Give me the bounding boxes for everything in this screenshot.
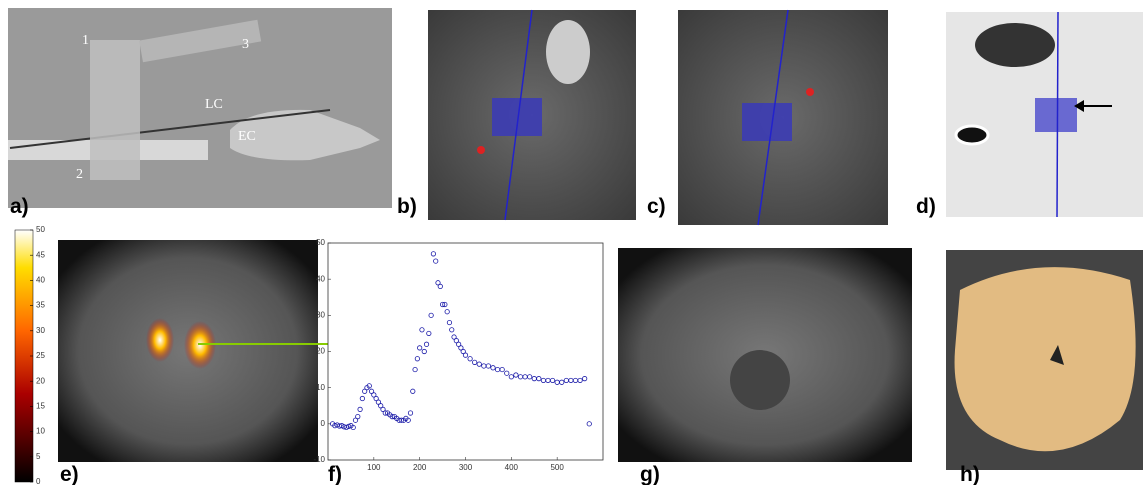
panel-label: e) bbox=[60, 463, 79, 485]
colorbar-tick-label: 0 bbox=[36, 477, 41, 485]
y-tick-label: 20 bbox=[316, 347, 325, 356]
colorbar-tick-label: 35 bbox=[36, 301, 45, 310]
image-g bbox=[618, 248, 912, 462]
callout: 2 bbox=[76, 167, 83, 182]
colorbar-tick-label: 50 bbox=[36, 225, 45, 234]
photo-a bbox=[8, 8, 392, 208]
panel-label: b) bbox=[397, 195, 417, 218]
y-tick-label: -10 bbox=[313, 455, 325, 464]
image-d bbox=[946, 12, 1143, 217]
figure: 1 2 3 LC EC bbox=[0, 0, 1145, 485]
y-tick-label: 40 bbox=[316, 274, 325, 283]
y-tick-label: 30 bbox=[316, 310, 325, 319]
y-tick-label: 10 bbox=[316, 383, 325, 392]
y-tick-label: 50 bbox=[316, 238, 325, 247]
x-tick-label: 400 bbox=[505, 463, 519, 472]
callout: 1 bbox=[82, 33, 89, 48]
callout: 3 bbox=[242, 37, 249, 52]
callout: EC bbox=[238, 129, 256, 144]
image-b bbox=[428, 10, 636, 220]
x-tick-label: 300 bbox=[459, 463, 473, 472]
panel-label: f) bbox=[328, 463, 342, 485]
callout: LC bbox=[205, 97, 223, 112]
colorbar-tick-label: 25 bbox=[36, 351, 45, 360]
colorbar-tick-label: 10 bbox=[36, 427, 45, 436]
colorbar-tick-label: 40 bbox=[36, 276, 45, 285]
colorbar-tick-label: 30 bbox=[36, 326, 45, 335]
panel-label: h) bbox=[960, 463, 980, 485]
image-h bbox=[946, 250, 1143, 470]
y-tick-label: 0 bbox=[321, 419, 326, 428]
panel-label: a) bbox=[10, 195, 29, 218]
x-tick-label: 500 bbox=[550, 463, 564, 472]
panel-label: d) bbox=[916, 195, 936, 218]
colorbar-tick-label: 5 bbox=[36, 452, 41, 461]
image-c bbox=[678, 10, 888, 225]
panel-label: g) bbox=[640, 463, 660, 485]
colorbar-tick-label: 20 bbox=[36, 376, 45, 385]
colorbar-tick-label: 45 bbox=[36, 250, 45, 259]
colorbar-tick-label: 15 bbox=[36, 402, 45, 411]
panel-label: c) bbox=[647, 195, 666, 218]
x-tick-label: 200 bbox=[413, 463, 427, 472]
x-tick-label: 100 bbox=[367, 463, 381, 472]
